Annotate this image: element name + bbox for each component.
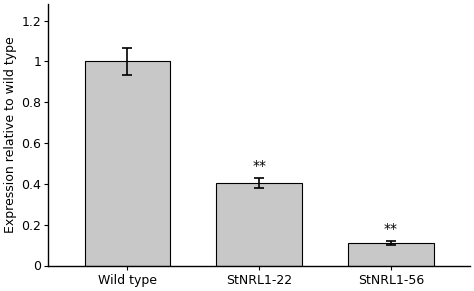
Text: **: ** [252,159,266,173]
Bar [84,61,170,265]
Bar [348,243,434,265]
Bar [216,183,302,265]
Text: **: ** [384,222,398,236]
Y-axis label: Expression relative to wild type: Expression relative to wild type [4,36,17,233]
